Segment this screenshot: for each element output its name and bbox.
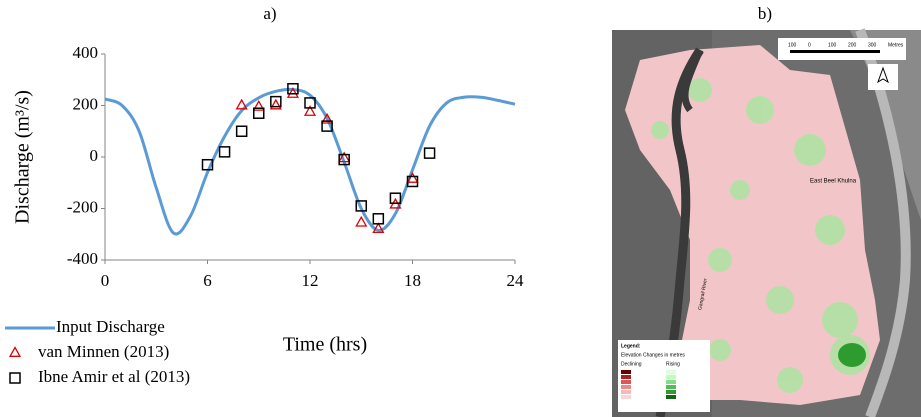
map-scale-label: 100 — [788, 42, 797, 48]
triangle-marker — [321, 112, 334, 124]
map-scale-label: Metres — [888, 42, 904, 48]
map-rising-patches — [651, 78, 870, 393]
map-place-label: East Beel Khulna — [810, 179, 857, 185]
legend-label: Input Discharge — [56, 317, 165, 336]
square-marker — [287, 83, 299, 95]
square-marker — [201, 158, 214, 171]
series-line — [104, 87, 516, 236]
map-texture — [850, 30, 921, 220]
map-high-rise — [838, 343, 866, 367]
map-scale-box — [778, 38, 906, 60]
chart-title: a) — [263, 4, 276, 23]
triangle-marker — [338, 151, 351, 163]
triangle-marker — [303, 105, 317, 116]
x-axis-label: Time (hrs) — [283, 334, 367, 356]
square-marker — [218, 146, 231, 158]
y-axis-label: Discharge (m³/s) — [12, 90, 34, 224]
map-legend-subtitle: Elevation Changes in metres — [621, 352, 685, 358]
map-legend-box — [618, 340, 710, 412]
map-river — [681, 48, 704, 113]
square-marker — [321, 120, 333, 132]
square-marker — [235, 125, 248, 137]
square-marker — [423, 147, 436, 159]
x-tick-label: 0 — [101, 271, 110, 290]
map-legend-swatches — [621, 370, 676, 399]
triangle-marker — [286, 87, 299, 98]
map-scale-label: 300 — [868, 42, 877, 48]
map-legend-title: Legend: — [621, 343, 641, 349]
y-tick-label: -400 — [67, 249, 98, 268]
map-legend-rising: Rising — [666, 361, 680, 367]
triangle-marker — [355, 215, 368, 227]
triangle-marker — [406, 172, 419, 183]
map-land — [625, 45, 880, 405]
map-legend-declining: Declining — [621, 361, 642, 367]
legend-label: van Minnen (2013) — [38, 342, 169, 361]
x-tick-label: 24 — [507, 271, 525, 290]
square-marker — [338, 153, 350, 166]
map-scale-bar — [790, 50, 880, 53]
square-marker — [389, 192, 402, 204]
square-marker — [355, 200, 367, 212]
triangle-marker — [252, 99, 265, 111]
triangle-marker — [372, 222, 385, 234]
map-river-label: Gangrail River — [697, 278, 709, 311]
y-tick-label: -200 — [67, 197, 98, 216]
y-tick-label: 400 — [73, 43, 99, 62]
y-tick-label: 0 — [90, 146, 99, 165]
map-scale-label: 0 — [808, 42, 811, 48]
x-tick-label: 18 — [404, 271, 421, 290]
square-marker — [253, 107, 265, 119]
map-north-arrow — [877, 66, 889, 84]
x-tick-label: 6 — [203, 271, 212, 290]
legend-swatch — [9, 372, 21, 384]
map: East Beel Khulna Gangrail River Legend: … — [612, 28, 921, 417]
legend-swatch — [8, 346, 22, 357]
map-river — [855, 28, 911, 417]
triangle-marker — [269, 98, 282, 110]
map-scale-label: 200 — [848, 42, 857, 48]
map-scale-label: 100 — [828, 42, 837, 48]
square-marker — [406, 175, 419, 188]
triangle-marker — [235, 98, 248, 110]
square-marker — [270, 95, 282, 108]
legend-label: Ibne Amir et al (2013) — [38, 367, 190, 386]
square-marker — [372, 213, 385, 225]
y-tick-label: 200 — [73, 94, 99, 113]
square-marker — [304, 97, 316, 109]
x-tick-label: 12 — [302, 271, 319, 290]
map-label: b) — [758, 4, 772, 23]
